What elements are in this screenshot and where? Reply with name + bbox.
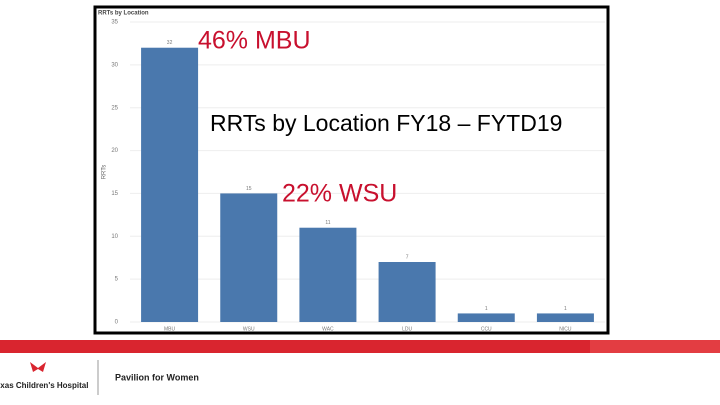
y-tick-label: 0 xyxy=(115,320,119,326)
bar xyxy=(299,227,357,322)
y-tick-label: 10 xyxy=(111,234,118,240)
y-tick-label: 5 xyxy=(115,277,119,283)
bar xyxy=(536,313,594,322)
bar xyxy=(378,262,436,322)
data-label: 1 xyxy=(564,306,567,312)
y-axis-label: RRTs xyxy=(102,165,108,180)
annotation: 22% WSU xyxy=(282,180,397,208)
bar xyxy=(220,193,278,322)
data-label: 32 xyxy=(167,40,173,46)
data-label: 1 xyxy=(485,306,488,312)
data-label: 15 xyxy=(246,186,252,192)
logo-icon xyxy=(30,362,46,372)
chart-title: RRTs by Location xyxy=(98,11,149,17)
logo-left: Texas Children's Hospital xyxy=(0,381,88,390)
x-tick-label: CCU xyxy=(481,326,492,332)
y-tick-label: 30 xyxy=(111,62,118,68)
bar xyxy=(141,47,199,322)
annotation: 46% MBU xyxy=(198,27,311,55)
footer-stripe xyxy=(0,340,720,353)
logo-right: Pavilion for Women xyxy=(115,372,199,382)
x-tick-label: WSU xyxy=(243,326,255,332)
data-label: 7 xyxy=(406,254,409,260)
bar xyxy=(457,313,515,322)
data-label: 11 xyxy=(325,220,330,226)
x-tick-label: WAC xyxy=(322,326,334,332)
y-tick-label: 35 xyxy=(111,20,118,26)
x-tick-label: MBU xyxy=(164,326,176,332)
y-tick-label: 15 xyxy=(111,191,118,197)
footer-stripe-pattern xyxy=(590,340,720,353)
y-tick-label: 25 xyxy=(111,105,118,111)
x-tick-label: NICU xyxy=(559,326,572,332)
x-tick-label: LDU xyxy=(402,326,412,332)
annotation: RRTs by Location FY18 – FYTD19 xyxy=(210,110,562,136)
y-tick-label: 20 xyxy=(111,148,118,154)
